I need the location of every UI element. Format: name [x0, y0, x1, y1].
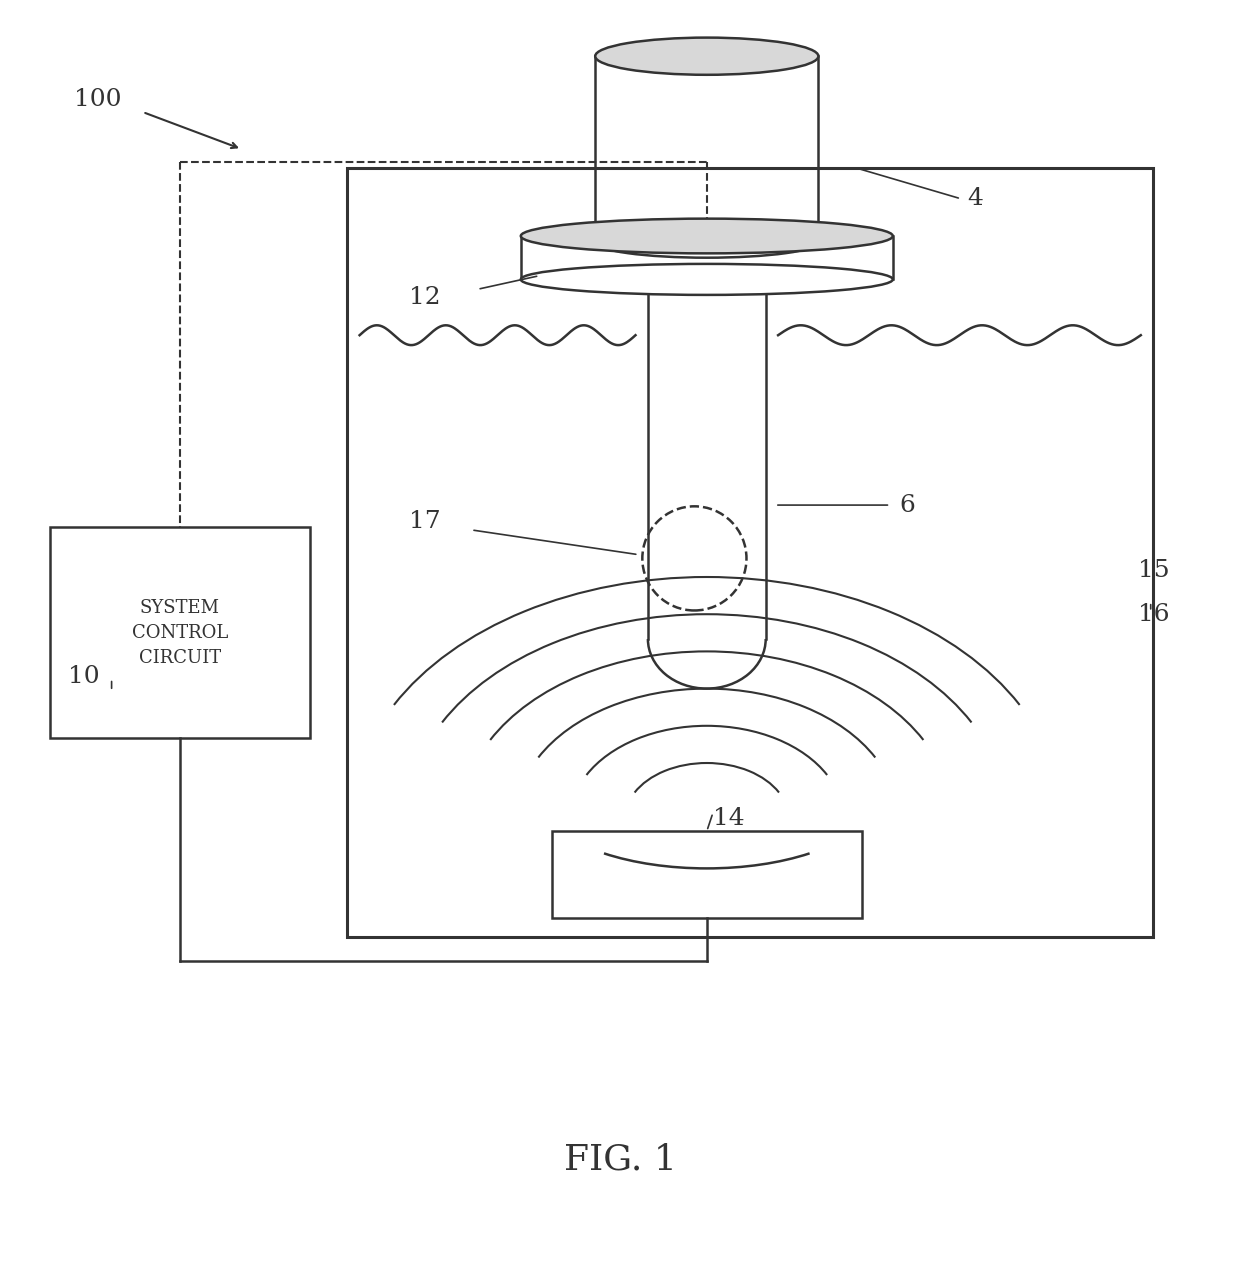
Text: 100: 100 [74, 88, 122, 111]
FancyBboxPatch shape [347, 167, 1153, 937]
Text: 16: 16 [1138, 603, 1171, 626]
Text: 4: 4 [967, 188, 983, 211]
Text: 17: 17 [409, 510, 441, 533]
Text: 10: 10 [68, 665, 100, 688]
Ellipse shape [521, 263, 893, 295]
Text: 15: 15 [1138, 560, 1171, 583]
Ellipse shape [595, 226, 818, 258]
Text: SYSTEM
CONTROL
CIRCUIT: SYSTEM CONTROL CIRCUIT [131, 599, 228, 667]
FancyBboxPatch shape [552, 831, 862, 918]
Ellipse shape [595, 37, 818, 75]
Text: 6: 6 [899, 493, 915, 516]
Text: FIG. 1: FIG. 1 [563, 1143, 677, 1177]
FancyBboxPatch shape [50, 528, 310, 739]
Text: 14: 14 [713, 808, 745, 831]
Text: 12: 12 [409, 286, 441, 309]
Ellipse shape [521, 219, 893, 253]
